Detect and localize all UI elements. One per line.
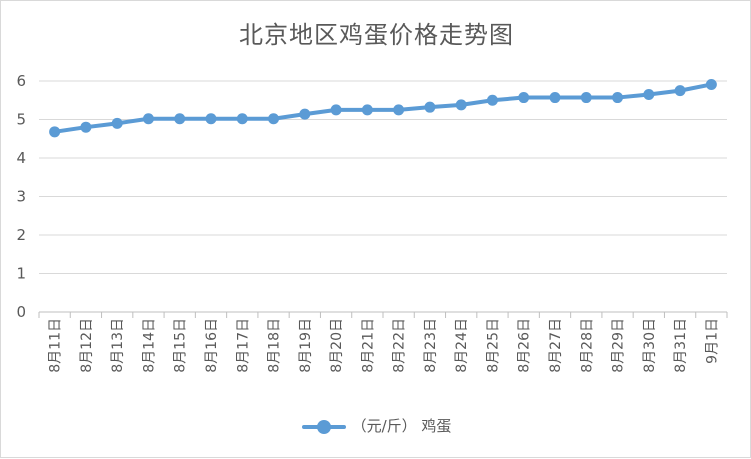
y-tick-label: 3 [16,188,26,206]
x-tick-label: 8月21日 [360,318,376,373]
x-tick-label: 8月25日 [485,318,501,373]
x-tick-label: 8月16日 [204,318,220,373]
data-point [299,108,311,120]
data-point [424,101,436,113]
x-tick-label: 8月14日 [141,318,157,373]
y-tick-label: 1 [16,265,26,283]
data-point [330,104,342,116]
x-tick-label: 8月20日 [329,318,345,373]
gridlines [39,80,727,313]
x-tick-label: 8月19日 [298,318,314,373]
y-tick-label: 5 [16,111,26,129]
x-tick-label: 8月30日 [642,318,658,373]
y-axis: 0 1 2 3 4 5 6 [16,72,26,321]
x-axis: 8月11日 8月12日 8月13日 8月14日 8月15日 8月16日 8月17日 8月18日… [38,312,728,373]
data-point [49,126,61,138]
x-tick-label: 8月31日 [673,318,689,373]
x-tick-label: 8月24日 [454,318,470,373]
x-tick-label: 8月26日 [517,318,533,373]
x-tick-label: 8月12日 [79,318,95,373]
x-tick-label: 8月11日 [48,318,64,373]
data-point [612,92,624,104]
legend-label: （元/斤） 鸡蛋 [351,417,452,435]
y-tick-label: 4 [16,149,26,167]
y-tick-label: 0 [16,303,26,321]
data-point [580,92,592,104]
x-tick-label: 8月17日 [235,318,251,373]
data-point [142,113,154,125]
data-point [268,113,280,125]
data-point [455,99,467,111]
data-point [393,104,405,116]
x-tick-label: 9月1日 [704,318,720,364]
data-point [549,92,561,104]
x-tick-label: 8月22日 [392,318,408,373]
chart-title: 北京地区鸡蛋价格走势图 [239,21,514,49]
data-point [80,121,92,133]
series-layer [49,78,717,138]
data-point [111,117,123,129]
data-point [674,85,686,97]
legend: （元/斤） 鸡蛋 [1,415,751,436]
data-point [205,113,217,125]
y-tick-label: 6 [16,72,26,90]
x-tick-label: 8月18日 [267,318,283,373]
y-tick-label: 2 [16,226,26,244]
x-tick-label: 8月28日 [579,318,595,373]
legend-line-marker [301,419,346,434]
data-point [486,94,498,106]
x-tick-label: 8月15日 [173,318,189,373]
x-tick-label: 8月13日 [110,318,126,373]
data-point [705,78,717,90]
x-tick-label: 8月27日 [548,318,564,373]
data-point [643,88,655,100]
x-tick-label: 8月23日 [423,318,439,373]
data-point [361,104,373,116]
x-tick-label: 8月29日 [611,318,627,373]
data-point [174,113,186,125]
series-line [52,82,714,134]
data-point [236,113,248,125]
data-point [518,92,530,104]
